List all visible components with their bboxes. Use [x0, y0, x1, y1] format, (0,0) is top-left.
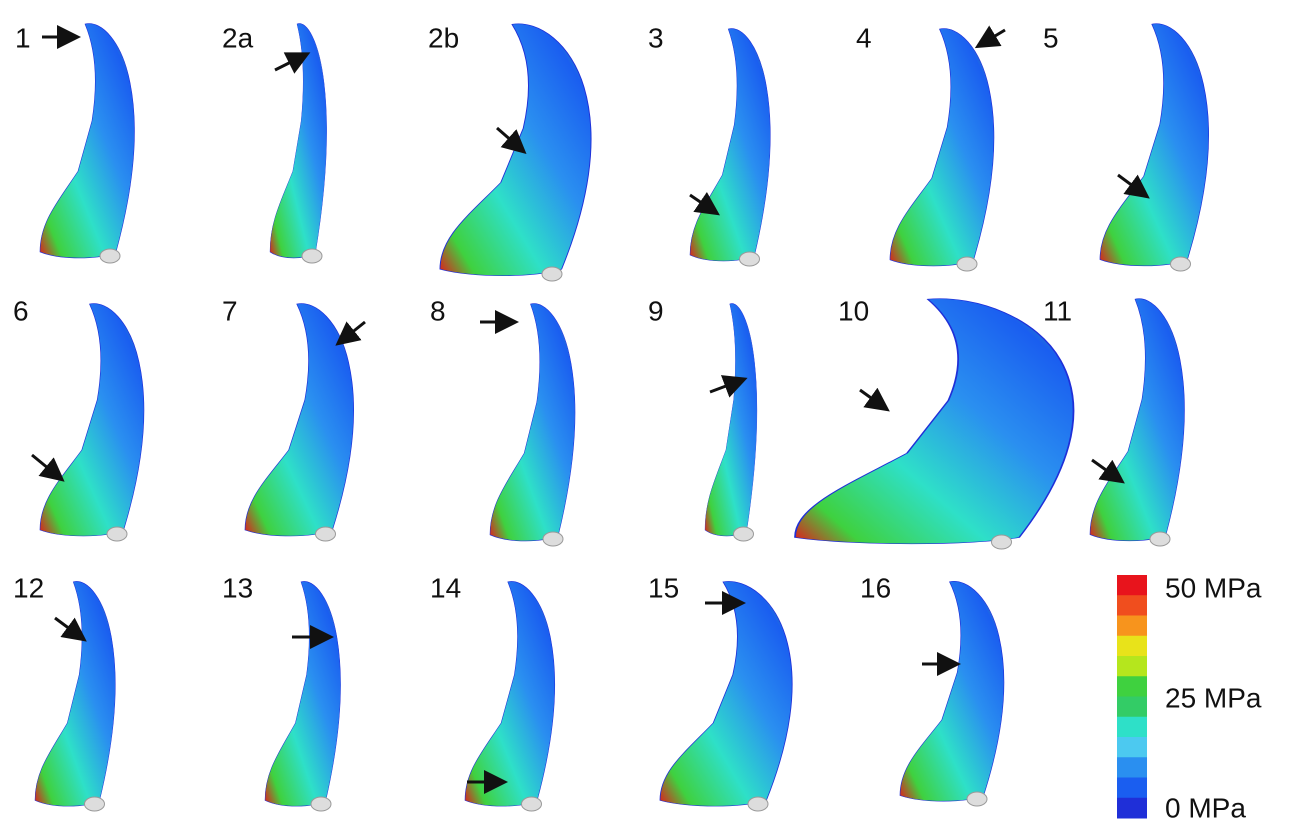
color-stripe [1117, 778, 1147, 799]
condyle [992, 535, 1012, 549]
mandible [245, 304, 354, 536]
color-stripe [1117, 798, 1147, 819]
panel-label: 12 [13, 572, 44, 603]
color-stripe [1117, 737, 1147, 758]
panel-label: 1 [15, 22, 31, 53]
condyle [1171, 257, 1191, 271]
panel-label: 15 [648, 572, 679, 603]
color-stripe [1117, 595, 1147, 616]
panel-label: 6 [13, 295, 29, 326]
arrow [275, 55, 305, 70]
color-stripe [1117, 636, 1147, 657]
mandible [660, 581, 792, 806]
panel-label: 10 [838, 295, 869, 326]
mandible [490, 304, 575, 541]
panel-label: 5 [1043, 22, 1059, 53]
color-stripe [1117, 697, 1147, 718]
mandible [35, 581, 115, 806]
panel-label: 9 [648, 295, 664, 326]
condyle [316, 527, 336, 541]
panel-label: 8 [430, 295, 446, 326]
panel-label: 14 [430, 572, 461, 603]
panel-label: 4 [856, 22, 872, 53]
condyle [100, 249, 120, 263]
figure: 1 2a 2b 3 4 5 6 7 8 9 10 11 12 13 14 15 16 50 MPa 25 MPa 0… [0, 0, 1294, 829]
color-stripe [1117, 656, 1147, 677]
condyle [542, 267, 562, 281]
panel-label: 7 [222, 295, 238, 326]
arrow [340, 322, 365, 342]
mandible [900, 581, 1004, 801]
color-stripe [1117, 616, 1147, 637]
condyle [107, 527, 127, 541]
condyle [85, 797, 105, 811]
color-bar: 50 MPa 25 MPa 0 MPa [1117, 572, 1262, 823]
arrow [497, 128, 522, 150]
arrow [55, 618, 82, 638]
arrow [32, 455, 60, 478]
condyle [967, 792, 987, 806]
panel-label: 13 [222, 572, 253, 603]
mandibles [32, 24, 1209, 811]
mandible [40, 304, 144, 536]
condyle [740, 252, 760, 266]
panel-label: 3 [648, 22, 664, 53]
condyle [302, 249, 322, 263]
color-bar-label: 0 MPa [1165, 792, 1246, 823]
mandible [265, 581, 341, 806]
mandible [690, 29, 770, 261]
condyle [734, 527, 754, 541]
panel-label: 16 [860, 572, 891, 603]
color-stripe [1117, 757, 1147, 778]
condyle [1150, 532, 1170, 546]
mandible [465, 581, 555, 806]
mandible [440, 24, 591, 276]
mandible [890, 29, 994, 266]
arrow [860, 390, 885, 408]
condyle [957, 257, 977, 271]
arrow [980, 30, 1005, 45]
mandible [1090, 299, 1184, 541]
panel-label: 2a [222, 22, 254, 53]
condyle [748, 797, 768, 811]
color-stripe [1117, 676, 1147, 697]
panel-label: 11 [1043, 295, 1072, 326]
mandible [705, 304, 757, 536]
color-bar-label: 50 MPa [1165, 572, 1262, 603]
condyle [311, 797, 331, 811]
mandible [1100, 24, 1209, 266]
color-stripe [1117, 717, 1147, 738]
mandible [40, 24, 134, 258]
condyle [522, 797, 542, 811]
condyle [543, 532, 563, 546]
color-stripe [1117, 575, 1147, 596]
mandible [795, 299, 1074, 544]
color-bar-label: 25 MPa [1165, 682, 1262, 713]
panel-label: 2b [428, 22, 459, 53]
